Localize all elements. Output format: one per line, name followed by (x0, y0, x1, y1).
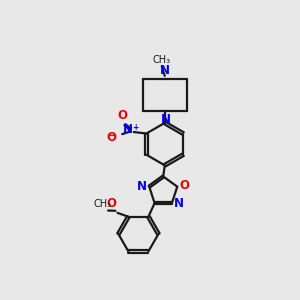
Text: O: O (179, 179, 189, 192)
Text: O: O (117, 109, 127, 122)
Text: N: N (174, 197, 184, 210)
Text: +: + (132, 122, 138, 131)
Text: N: N (160, 112, 171, 126)
Text: N: N (122, 124, 133, 136)
Text: −: − (107, 129, 117, 142)
Text: O: O (106, 131, 117, 144)
Text: CH₃: CH₃ (94, 199, 112, 209)
Text: N: N (160, 64, 170, 77)
Text: O: O (106, 197, 117, 210)
Text: N: N (137, 180, 147, 193)
Text: CH₃: CH₃ (152, 55, 170, 65)
